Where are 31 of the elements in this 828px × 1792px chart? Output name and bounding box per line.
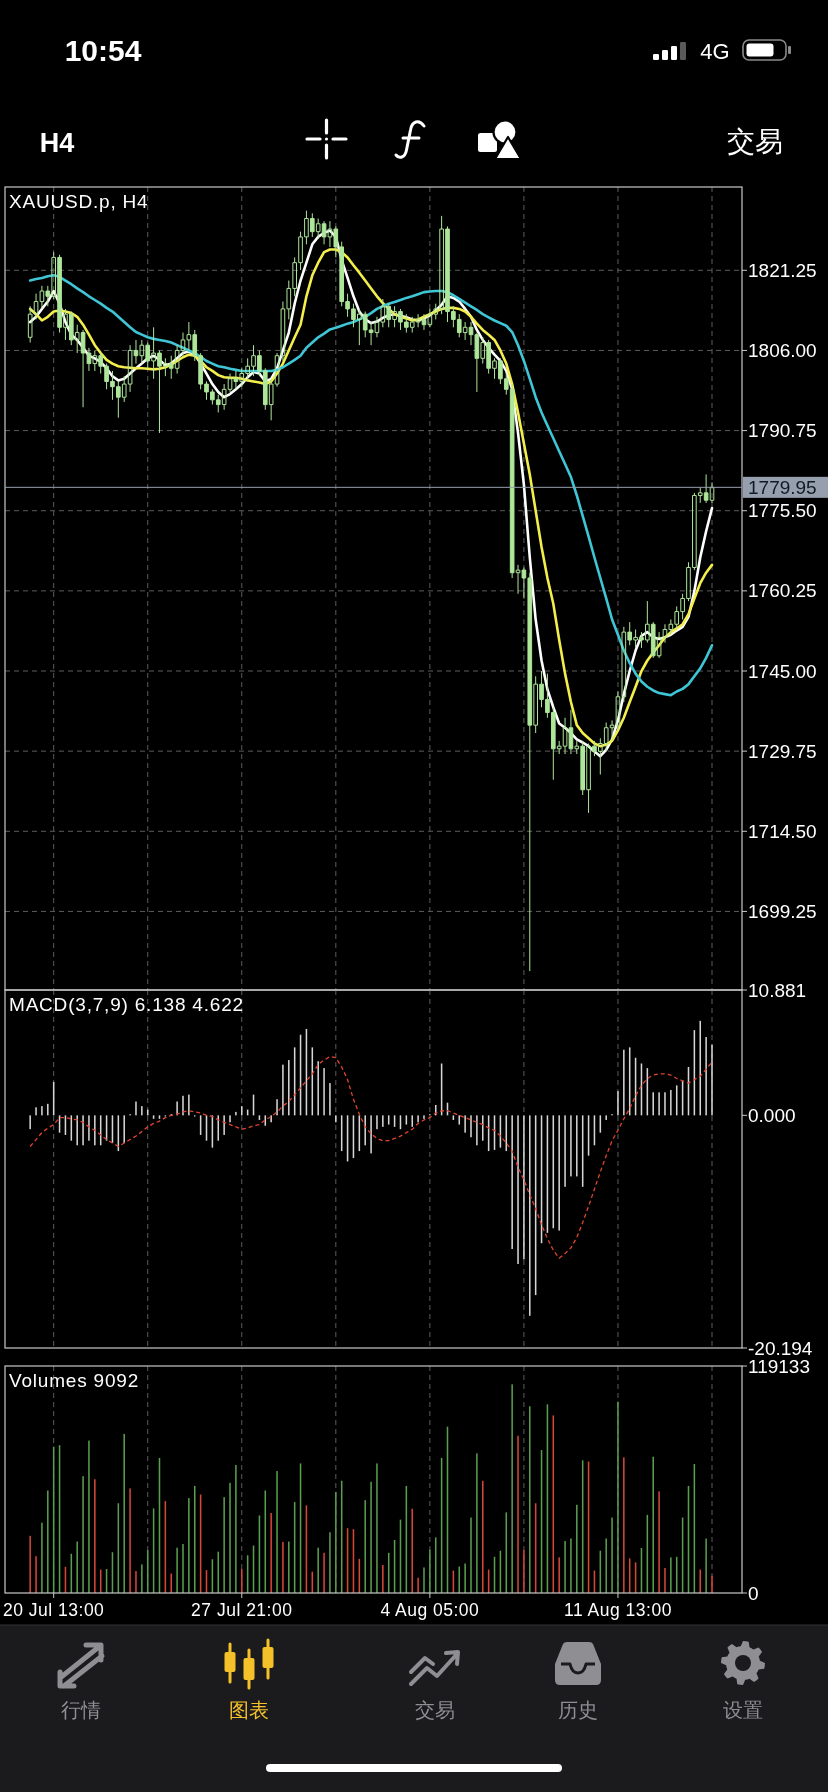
text: 10:54 (64, 34, 142, 67)
y-tick-label: 1760.25 (748, 580, 817, 602)
y-tick-label: 1790.75 (748, 420, 817, 442)
y-tick-label: 1714.50 (748, 820, 817, 842)
text: 设置 (723, 1699, 763, 1721)
ref-line-label: 1779.95 (748, 476, 817, 498)
chart-title: Volumes 9092 (9, 1370, 140, 1391)
chart-title: MACD(3,7,9) 6.138 4.622 (9, 994, 244, 1015)
y-tick-label: 1699.25 (748, 901, 817, 923)
y-tick-label: 1806.00 (748, 340, 817, 362)
x-tick-label: 4 Aug 05:00 (380, 1600, 480, 1620)
text: H4 (39, 128, 75, 158)
y-tick-label: 0 (748, 1582, 759, 1604)
text: 4G (700, 39, 730, 64)
y-tick-label: 10.881 (748, 979, 807, 1001)
text: 交易 (727, 126, 783, 157)
text: 行情 (61, 1699, 101, 1721)
chart-title: XAUUSD.p, H4 (9, 191, 149, 212)
y-tick-label: 1729.75 (748, 740, 817, 762)
line-series (28, 273, 714, 697)
line-series (29, 1055, 713, 1259)
x-tick-label: 11 Aug 13:00 (564, 1600, 672, 1620)
x-tick-label: 20 Jul 13:00 (3, 1600, 105, 1620)
text: 历史 (558, 1699, 598, 1721)
y-tick-label: 1745.00 (748, 660, 817, 682)
text: 图表 (229, 1699, 269, 1721)
y-tick-label: 1775.50 (748, 500, 817, 522)
text: 交易 (415, 1699, 455, 1721)
x-tick-label: 27 Jul 21:00 (191, 1600, 293, 1620)
y-tick-label: 0.000 (748, 1104, 796, 1126)
y-tick-label: 1821.25 (748, 259, 817, 281)
